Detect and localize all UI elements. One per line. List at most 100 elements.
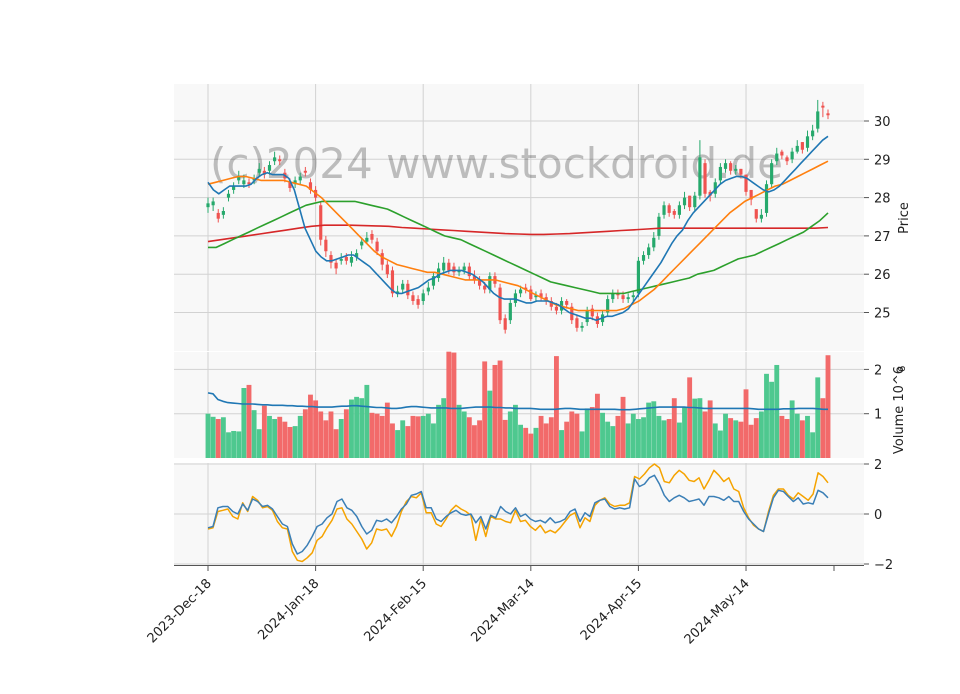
candle-body bbox=[631, 295, 635, 298]
volume-bar bbox=[497, 360, 503, 458]
candle-body bbox=[462, 266, 466, 271]
candle-body bbox=[211, 201, 215, 206]
candle-body bbox=[775, 153, 779, 162]
volume-bar bbox=[641, 417, 646, 458]
volume-bar bbox=[246, 384, 252, 458]
volume-bar bbox=[564, 421, 570, 458]
volume-bar bbox=[630, 413, 636, 458]
watermark: (c)2024 www.stockdroid.de bbox=[210, 139, 783, 188]
volume-tick-label: 1 bbox=[874, 408, 882, 423]
candle-body bbox=[647, 247, 651, 256]
osc-tick-label: 0 bbox=[874, 508, 882, 523]
volume-bar bbox=[748, 424, 754, 458]
candle-body bbox=[565, 301, 569, 305]
candle-body bbox=[580, 325, 584, 328]
volume-bar bbox=[523, 427, 529, 458]
price-tick-label: 29 bbox=[874, 153, 891, 168]
candle-body bbox=[344, 256, 348, 261]
candle-body bbox=[360, 241, 364, 246]
volume-bar bbox=[287, 426, 293, 458]
candle-body bbox=[693, 195, 697, 208]
volume-bar bbox=[507, 411, 513, 458]
volume-bar bbox=[359, 398, 365, 458]
candle-body bbox=[539, 293, 543, 298]
volume-axis-label: Volume 10^6 bbox=[892, 366, 907, 454]
volume-bar bbox=[574, 413, 580, 458]
volume-bar bbox=[605, 421, 611, 458]
volume-bar bbox=[466, 417, 472, 458]
candle-body bbox=[216, 212, 220, 219]
x-tick-label: 2024-Apr-15 bbox=[578, 576, 645, 643]
volume-bar bbox=[594, 393, 600, 458]
volume-bar bbox=[559, 430, 564, 458]
volume-bar bbox=[671, 398, 677, 458]
volume-bar bbox=[487, 390, 493, 458]
candle-body bbox=[518, 289, 523, 294]
candle-body bbox=[667, 205, 671, 213]
candle-body bbox=[406, 283, 410, 296]
volume-bar bbox=[538, 415, 544, 458]
volume-bar bbox=[758, 411, 764, 458]
volume-bar bbox=[379, 415, 385, 458]
volume-tick-label: 2 bbox=[874, 363, 882, 378]
candle-body bbox=[770, 163, 774, 185]
candle-body bbox=[442, 262, 446, 271]
volume-bar bbox=[764, 373, 769, 458]
candle-body bbox=[611, 293, 615, 300]
candle-body bbox=[672, 211, 676, 215]
candle-body bbox=[524, 287, 528, 290]
volume-bar bbox=[267, 415, 272, 458]
candle-body bbox=[606, 299, 610, 313]
volume-bar bbox=[702, 411, 708, 458]
candle-body bbox=[826, 113, 830, 116]
volume-bar bbox=[635, 419, 641, 458]
candle-body bbox=[513, 293, 518, 303]
osc-main-line bbox=[207, 474, 829, 555]
osc-tick-label: −2 bbox=[874, 558, 893, 573]
price-tick-label: 26 bbox=[874, 268, 891, 283]
candle-body bbox=[795, 145, 799, 152]
volume-bar bbox=[794, 413, 800, 458]
candle-body bbox=[677, 205, 681, 215]
candle-body bbox=[257, 168, 261, 173]
volume-bar bbox=[600, 412, 605, 458]
panel-bg-0 bbox=[174, 84, 864, 351]
volume-bar bbox=[215, 419, 221, 458]
volume-bar bbox=[579, 431, 585, 458]
volume-bar bbox=[543, 423, 549, 458]
candle-body bbox=[457, 270, 461, 273]
candle-body bbox=[688, 195, 692, 208]
volume-bar bbox=[646, 402, 652, 458]
volume-bar bbox=[518, 424, 523, 458]
volume-bar bbox=[210, 416, 216, 458]
volume-bar bbox=[820, 398, 826, 458]
candle-body bbox=[575, 318, 579, 328]
candle-body bbox=[421, 293, 425, 302]
candle-body bbox=[319, 205, 323, 240]
candle-body bbox=[549, 301, 553, 307]
candle-body bbox=[764, 184, 769, 213]
candle-body bbox=[657, 216, 661, 236]
volume-bar bbox=[651, 401, 657, 458]
candle-body bbox=[759, 214, 763, 219]
volume-bar bbox=[420, 415, 426, 458]
candle-body bbox=[380, 253, 384, 265]
volume-bar bbox=[533, 427, 539, 458]
volume-bar bbox=[446, 351, 452, 458]
volume-bar bbox=[805, 415, 810, 458]
x-tick-label: 2024-Feb-15 bbox=[361, 576, 430, 645]
volume-bar bbox=[815, 377, 821, 458]
volume-bar bbox=[687, 377, 693, 458]
candle-body bbox=[682, 197, 687, 206]
candle-body bbox=[329, 255, 333, 263]
volume-bar bbox=[682, 407, 687, 458]
candle-body bbox=[477, 279, 482, 286]
volume-bar bbox=[825, 355, 831, 458]
candle-body bbox=[334, 262, 338, 269]
volume-bar bbox=[774, 364, 780, 458]
volume-bar bbox=[461, 411, 467, 458]
volume-bar bbox=[297, 415, 303, 458]
volume-bar bbox=[308, 394, 313, 458]
volume-bar bbox=[717, 430, 723, 458]
candle-body bbox=[247, 182, 251, 185]
